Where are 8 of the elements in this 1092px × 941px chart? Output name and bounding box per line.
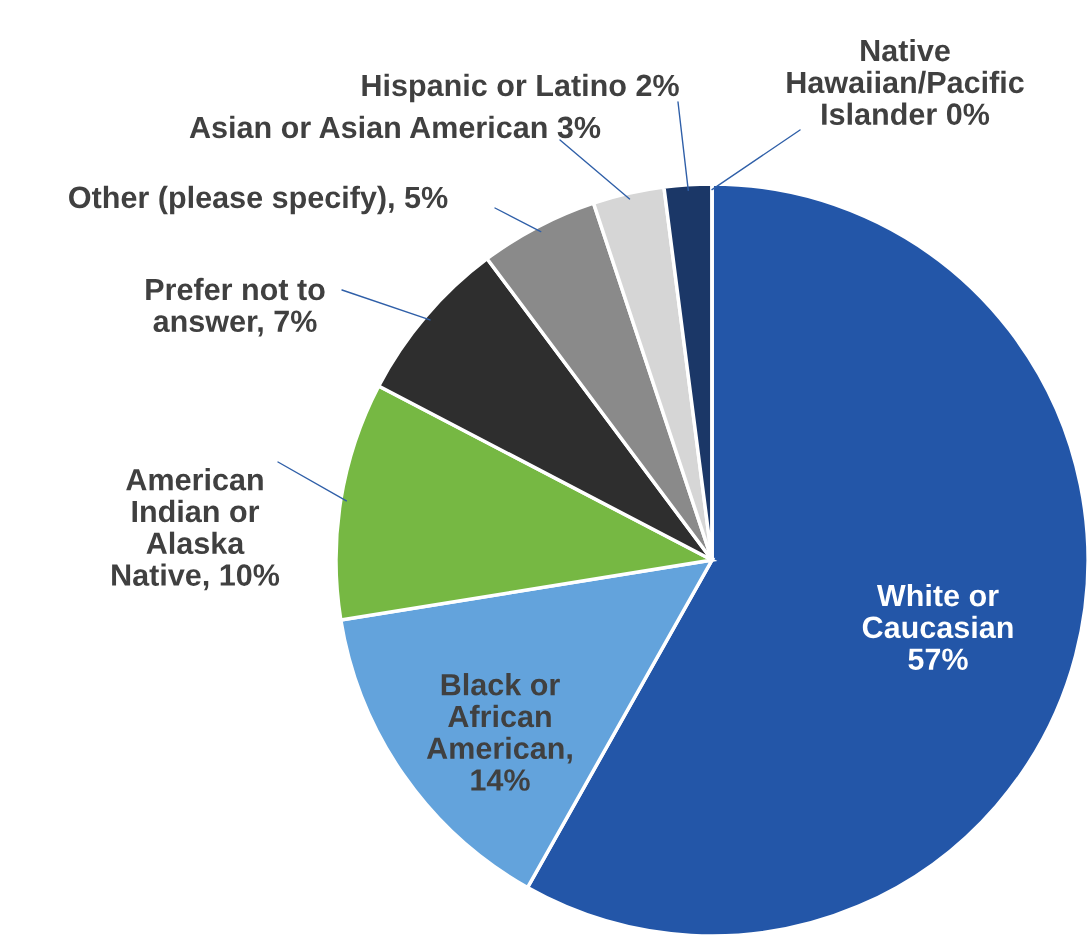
slice-label: Prefer not to answer, 7% [146, 277, 325, 337]
slice-label: Asian or Asian American 3% [189, 115, 601, 139]
slice-label: Black or African American, 14% [426, 673, 572, 791]
category-label: Native Hawaiian/Pacific Islander 0% [787, 38, 1024, 126]
slice-label: Other (please specify), 5% [69, 185, 448, 215]
slice-label: White or Caucasian 57% [862, 583, 1013, 671]
slice-label: Hispanic or Latino 2% [362, 73, 679, 103]
slice-label: American Indian or Alaska Native, 10% [112, 468, 280, 591]
